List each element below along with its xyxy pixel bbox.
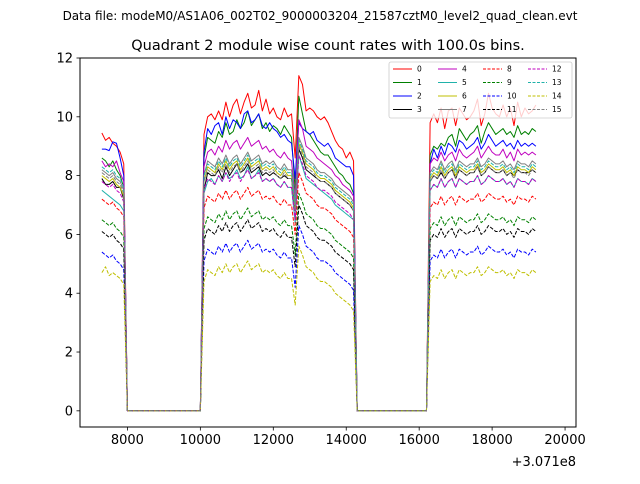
series-layer [101, 75, 537, 412]
legend-label-3: 3 [417, 105, 422, 114]
series-line-9 [101, 192, 537, 412]
series-line-8 [101, 172, 537, 412]
legend-label-6: 6 [462, 92, 467, 101]
series-line-12 [101, 154, 537, 412]
legend-label-11: 11 [507, 105, 517, 114]
series-line-11 [101, 204, 537, 412]
x-axis-offset-label: +3.071e8 [512, 455, 576, 470]
series-line-1 [101, 95, 537, 412]
x-tick-label: 12000 [253, 433, 294, 448]
x-tick-label: 14000 [326, 433, 367, 448]
y-tick-label: 0 [65, 404, 73, 419]
y-tick-label: 6 [65, 228, 73, 243]
legend-box [388, 61, 573, 119]
y-tick-label: 4 [65, 287, 73, 302]
y-tick-label: 8 [65, 169, 73, 184]
axis-ticks: 8000 10000 12000 14000 16000 18000 20000 0 2 4 6 8 1… [56, 52, 585, 449]
series-line-2 [101, 110, 537, 412]
series-line-7 [101, 136, 537, 412]
legend-label-4: 4 [462, 65, 467, 74]
legend-label-7: 7 [462, 105, 467, 114]
series-line-0 [101, 75, 537, 412]
x-tick-label: 20000 [544, 433, 585, 448]
legend-label-2: 2 [417, 92, 422, 101]
series-line-13 [101, 139, 537, 412]
plot-area-frame [79, 57, 577, 428]
legend-label-10: 10 [507, 92, 517, 101]
x-tick-label: 18000 [471, 433, 512, 448]
x-tick-label: 10000 [180, 433, 221, 448]
y-tick-label: 12 [56, 52, 73, 67]
legend-label-14: 14 [552, 92, 562, 101]
chart-title: Quadrant 2 module wise count rates with … [131, 38, 525, 54]
legend-label-8: 8 [507, 65, 512, 74]
series-line-14 [101, 245, 537, 412]
legend-label-1: 1 [417, 78, 422, 87]
y-tick-label: 2 [65, 346, 73, 361]
x-tick-label: 16000 [398, 433, 439, 448]
series-line-6 [101, 142, 537, 412]
figure-suptitle: Data file: modeM0/AS1A06_002T02_90000032… [63, 9, 578, 23]
series-line-5 [101, 154, 537, 412]
y-tick-label: 10 [56, 110, 73, 125]
series-line-15 [101, 145, 537, 412]
legend-label-0: 0 [417, 65, 422, 74]
legend-label-12: 12 [552, 65, 562, 74]
legend-label-5: 5 [462, 78, 467, 87]
legend-label-9: 9 [507, 78, 512, 87]
legend-label-13: 13 [552, 78, 562, 87]
series-line-10 [101, 225, 537, 412]
legend-label-15: 15 [552, 105, 562, 114]
x-tick-label: 8000 [111, 433, 144, 448]
